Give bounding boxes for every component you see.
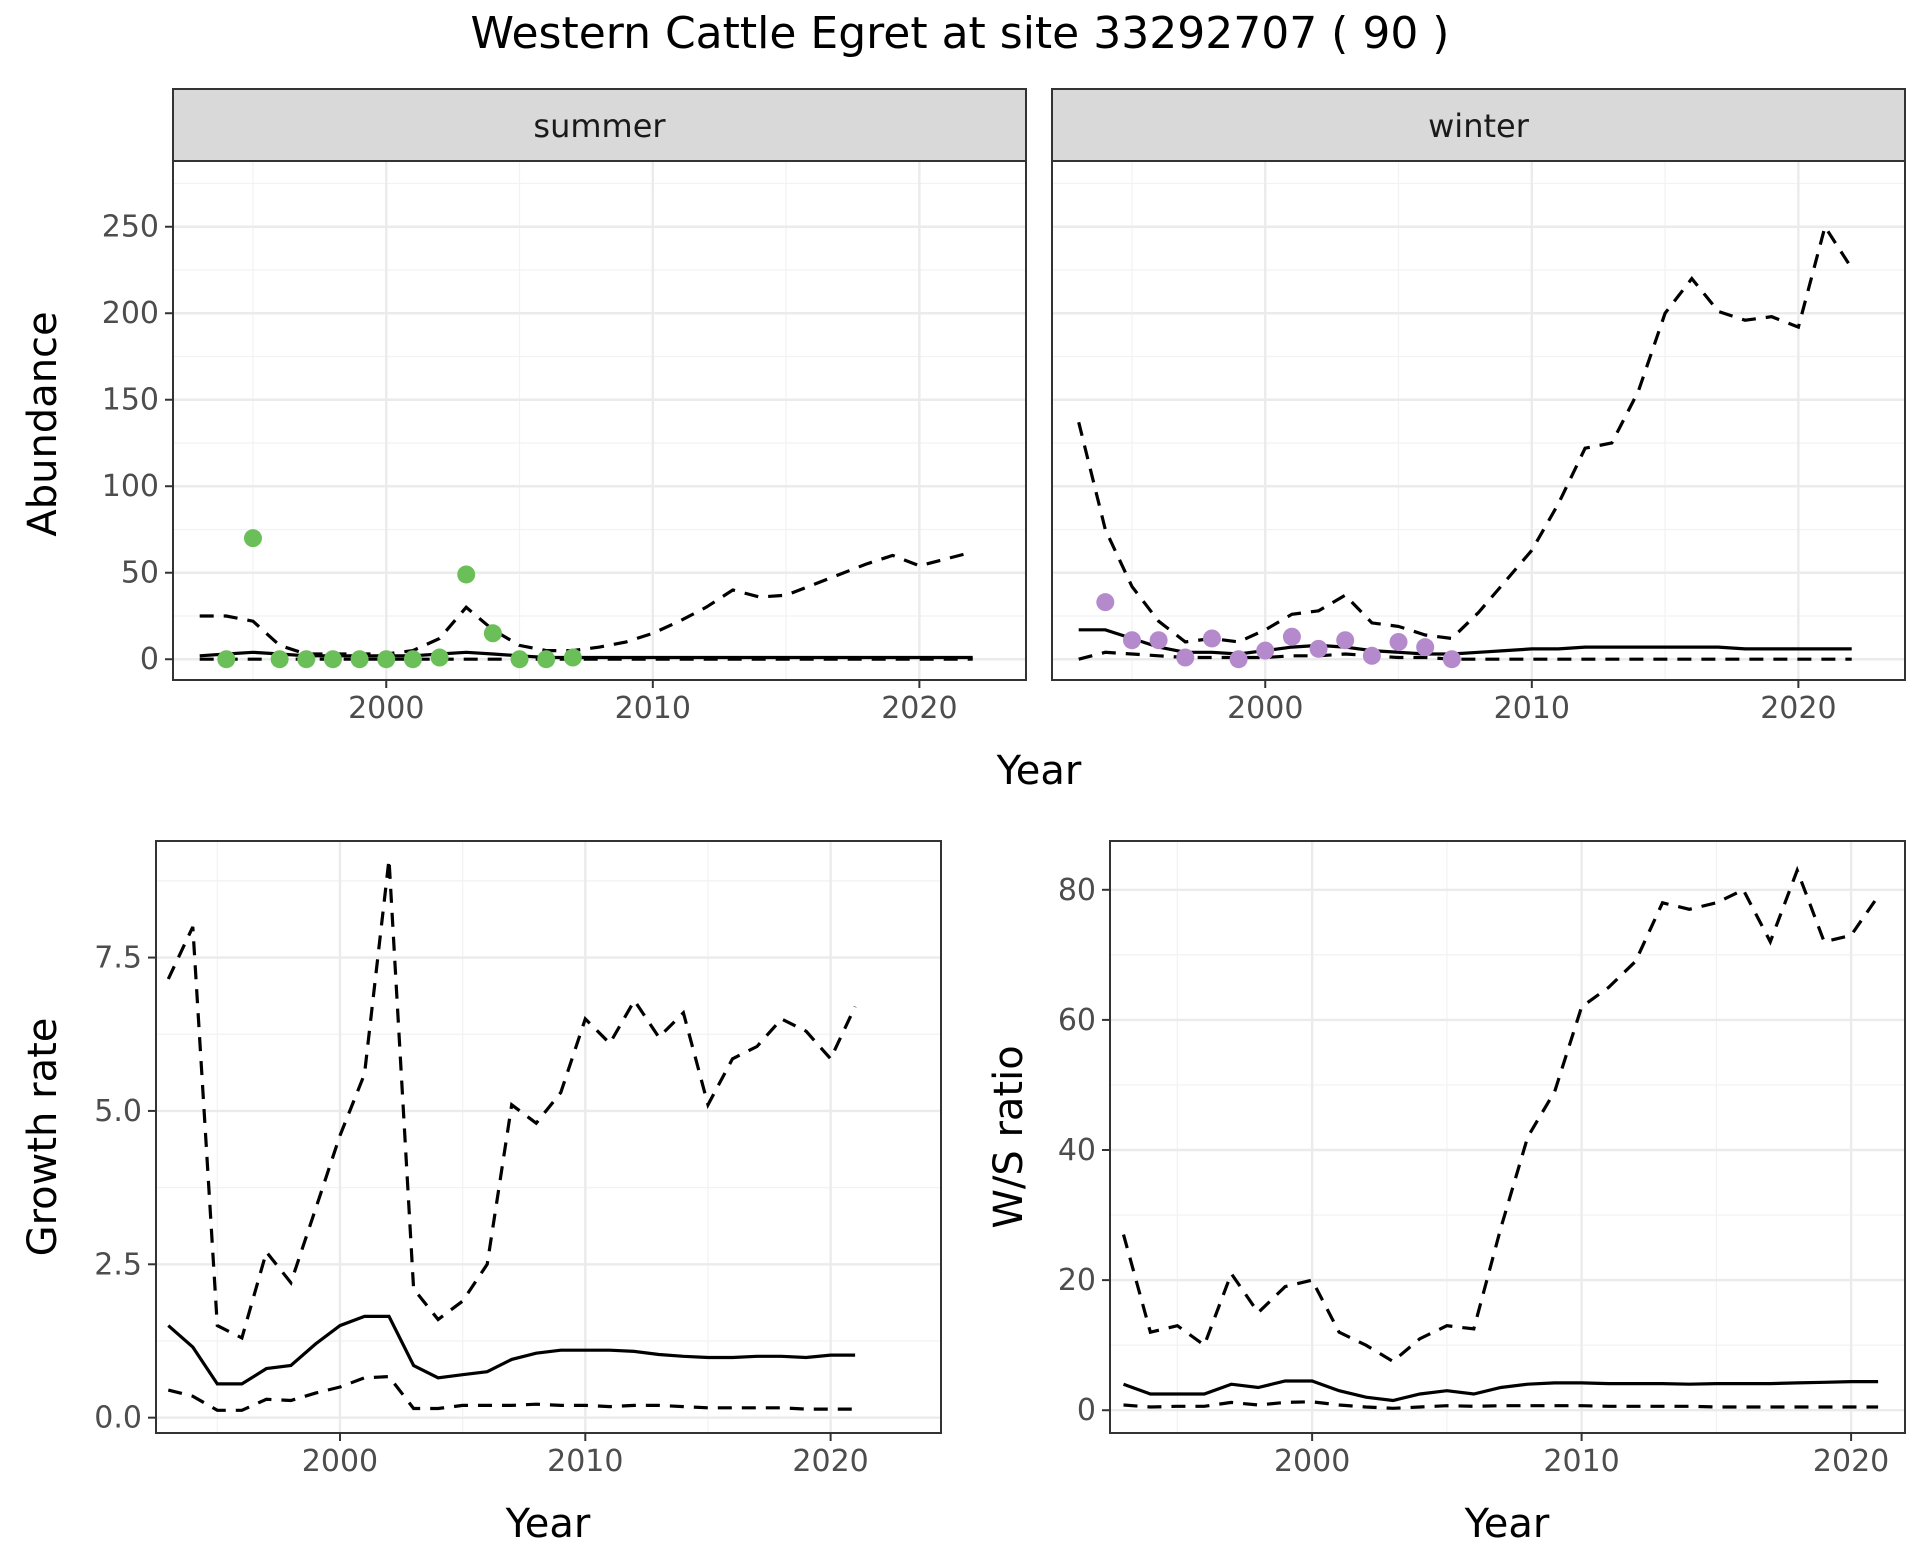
- ws-panel-border: [1109, 840, 1906, 1434]
- summer-x-tick-label: 2010: [615, 691, 691, 726]
- winter-observed-point: [1309, 639, 1328, 658]
- ws-x-tick-label: 2000: [1274, 1444, 1350, 1479]
- abundance-y-axis-title: Abundance: [20, 311, 66, 536]
- summer-observed-point: [350, 650, 369, 669]
- ws-y-axis-title: W/S ratio: [986, 1045, 1032, 1228]
- abundance-winter-panel: winter: [1051, 88, 1906, 681]
- growth-lower-ci-line: [167, 1374, 856, 1412]
- winter-observed-point: [1149, 631, 1168, 650]
- ws-upper-ci-line: [1121, 865, 1880, 1364]
- winter-observed-point: [1229, 650, 1248, 669]
- summer-panel-border: [172, 160, 1027, 681]
- ws-mean-line: [1122, 1379, 1879, 1403]
- growth-y-axis-title: Growth rate: [20, 1018, 66, 1257]
- growth-x-tick-label: 2020: [792, 1444, 868, 1479]
- winter-observed-point: [1256, 641, 1275, 660]
- winter-x-tick-label: 2020: [1760, 691, 1836, 726]
- growth-x-axis-title: Year: [505, 1501, 591, 1547]
- winter-observed-point: [1336, 631, 1355, 650]
- abundance-y-tick-label: 0: [140, 642, 159, 677]
- growth-upper-ci-line: [166, 859, 857, 1341]
- summer-upper-ci-line: [199, 550, 974, 656]
- abundance-y-tick-label: 100: [102, 469, 159, 504]
- growth-y-tick-label: 0.0: [94, 1401, 142, 1436]
- winter-observed-point: [1202, 629, 1221, 648]
- summer-observed-point: [430, 648, 449, 667]
- abundance-y-tick-label: 250: [102, 210, 159, 245]
- growth-x-tick-label: 2010: [547, 1444, 623, 1479]
- ws-lower-ci-line: [1123, 1400, 1879, 1410]
- ws-plot-area: 2000 2010 2020 0 20 40 60 80: [1058, 841, 1905, 1479]
- abundance-axes: 2000 2010 2020 2000 2010 2020 0 50 100 150 200 250: [102, 210, 1837, 726]
- abundance-y-tick-label: 150: [102, 383, 159, 418]
- winter-observed-point: [1442, 650, 1461, 669]
- summer-observed-point: [403, 650, 422, 669]
- growth-rate-panel: 2000 2010 2020 0.0 2.5 5.0 7.5: [94, 840, 942, 1479]
- summer-observed-point: [297, 650, 316, 669]
- summer-observed-point: [377, 650, 396, 669]
- growth-mean-line: [167, 1314, 856, 1386]
- abundance-summer-panel: summer: [172, 88, 1027, 681]
- winter-x-tick-label: 2000: [1227, 691, 1303, 726]
- growth-y-tick-label: 7.5: [94, 941, 142, 976]
- summer-observed-point: [270, 650, 289, 669]
- summer-x-tick-label: 2000: [348, 691, 424, 726]
- facet-strip-winter: [1051, 88, 1906, 162]
- summer-observed-point: [483, 624, 502, 643]
- winter-upper-ci-line: [1077, 222, 1854, 644]
- growth-y-tick-label: 2.5: [94, 1247, 142, 1282]
- ws-y-tick-label: 80: [1058, 873, 1096, 908]
- winter-observed-point: [1176, 648, 1195, 667]
- chart-title: Western Cattle Egret at site 33292707 ( …: [471, 8, 1450, 59]
- facet-label-winter: winter: [1428, 107, 1530, 145]
- facet-label-summer: summer: [533, 107, 666, 145]
- summer-observed-point: [563, 648, 582, 667]
- growth-y-tick-label: 5.0: [94, 1094, 142, 1129]
- ws-x-tick-label: 2020: [1813, 1444, 1889, 1479]
- growth-x-tick-label: 2000: [302, 1444, 378, 1479]
- ws-y-tick-label: 20: [1058, 1263, 1096, 1298]
- ws-x-axis-title: Year: [1464, 1501, 1550, 1547]
- summer-observed-point: [243, 529, 262, 548]
- winter-plot-area: [1052, 161, 1905, 680]
- facet-strip-summer: [172, 88, 1027, 162]
- ws-y-tick-label: 40: [1058, 1133, 1096, 1168]
- winter-mean-line: [1078, 628, 1852, 656]
- abundance-y-tick-label: 50: [121, 556, 159, 591]
- ws-y-tick-label: 60: [1058, 1003, 1096, 1038]
- winter-observed-point: [1416, 638, 1435, 657]
- winter-observed-point: [1362, 646, 1381, 665]
- winter-x-tick-label: 2010: [1494, 691, 1570, 726]
- summer-observed-point: [510, 650, 529, 669]
- summer-observed-point: [457, 565, 476, 584]
- ws-x-tick-label: 2010: [1543, 1444, 1619, 1479]
- ws-ratio-panel: 2000 2010 2020 0 20 40 60 80: [1058, 840, 1906, 1479]
- winter-lower-ci-line: [1078, 650, 1852, 661]
- growth-panel-border: [155, 840, 942, 1434]
- ws-y-tick-label: 0: [1077, 1393, 1096, 1428]
- winter-observed-point: [1096, 593, 1115, 612]
- summer-x-tick-label: 2020: [881, 691, 957, 726]
- winter-observed-point: [1282, 627, 1301, 646]
- winter-observed-point: [1122, 631, 1141, 650]
- summer-observed-point: [323, 650, 342, 669]
- winter-panel-border: [1051, 160, 1906, 681]
- summer-observed-point: [537, 650, 556, 669]
- summer-plot-area: [173, 161, 1026, 680]
- abundance-y-tick-label: 200: [102, 296, 159, 331]
- summer-observed-point: [217, 650, 236, 669]
- winter-observed-point: [1389, 632, 1408, 651]
- abundance-x-axis-title: Year: [996, 748, 1082, 794]
- growth-plot-area: 2000 2010 2020 0.0 2.5 5.0 7.5: [94, 841, 941, 1479]
